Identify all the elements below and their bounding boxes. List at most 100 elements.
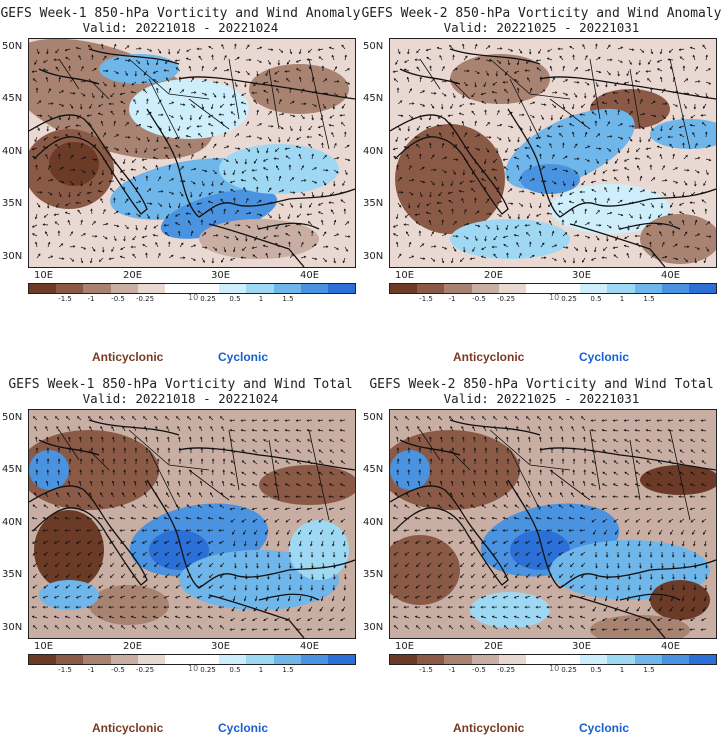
colorbar-swatch xyxy=(580,655,608,664)
lat-label: 40N xyxy=(363,517,384,528)
colorbar-tick: 0.25 xyxy=(561,295,577,303)
colorbar-swatch xyxy=(273,284,301,293)
wind-vectors xyxy=(31,416,347,631)
colorbar xyxy=(389,283,717,294)
colorbar-swatch xyxy=(525,655,554,664)
lat-label: 30N xyxy=(363,622,384,633)
colorbar-swatch xyxy=(56,655,84,664)
colorbar-swatch xyxy=(192,655,220,664)
colorbar-tick: -0.25 xyxy=(135,295,155,303)
colorbar-swatch xyxy=(471,284,499,293)
legend-anticyclonic: Anticyclonic xyxy=(453,721,525,735)
lon-label: 30E xyxy=(572,270,592,281)
colorbar-swatch xyxy=(553,284,581,293)
colorbar-tick: -0.25 xyxy=(496,295,516,303)
legend-anticyclonic: Anticyclonic xyxy=(92,350,164,364)
colorbar-tick: 1.5 xyxy=(643,666,655,674)
panel-week2-anomaly: GEFS Week-2 850-hPa Vorticity and Wind A… xyxy=(361,0,722,371)
colorbar-swatch xyxy=(246,655,274,664)
lon-label: 20E xyxy=(484,641,504,652)
colorbar-swatch xyxy=(688,284,717,293)
lon-label: 40E xyxy=(661,641,681,652)
colorbar-swatch xyxy=(688,655,717,664)
colorbar-unit: 10 xyxy=(188,664,199,673)
legend-cyclonic: Cyclonic xyxy=(218,721,269,735)
legend-anticyclonic: Anticyclonic xyxy=(92,721,164,735)
colorbar-tick: -1.5 xyxy=(58,295,72,303)
colorbar-swatch xyxy=(110,284,138,293)
lat-label: 35N xyxy=(2,569,23,580)
colorbar-swatch xyxy=(634,284,662,293)
colorbar-swatch xyxy=(661,284,689,293)
lat-label: 45N xyxy=(2,93,23,104)
colorbar-swatch xyxy=(498,284,526,293)
lat-label: 45N xyxy=(363,464,384,475)
wind-vectors xyxy=(392,416,708,631)
colorbar-swatch xyxy=(137,655,165,664)
colorbar-tick: -0.25 xyxy=(496,666,516,674)
colorbar xyxy=(28,654,356,665)
lat-label: 40N xyxy=(2,146,23,157)
colorbar-tick: 1 xyxy=(258,666,264,674)
colorbar-tick: 1 xyxy=(619,666,625,674)
lat-label: 30N xyxy=(2,622,23,633)
lat-label: 45N xyxy=(2,464,23,475)
colorbar-swatch xyxy=(327,655,356,664)
colorbar-unit: 10 xyxy=(549,664,560,673)
panel-valid-dates: Valid: 20221025 - 20221031 xyxy=(443,20,640,35)
colorbar-tick: -1 xyxy=(448,295,456,303)
colorbar-unit: 10 xyxy=(549,293,560,302)
lat-label: 35N xyxy=(363,569,384,580)
colorbar-swatch xyxy=(56,284,84,293)
colorbar-swatch xyxy=(219,284,247,293)
colorbar-swatch xyxy=(444,284,472,293)
lon-label: 10E xyxy=(34,270,54,281)
lon-label: 20E xyxy=(484,270,504,281)
colorbar-tick: 0.5 xyxy=(590,295,602,303)
colorbar-tick: -0.5 xyxy=(472,666,486,674)
colorbar-swatch xyxy=(300,655,328,664)
colorbar-swatch xyxy=(29,655,57,664)
colorbar-swatch xyxy=(417,284,445,293)
lat-label: 30N xyxy=(2,251,23,262)
colorbar-tick: -1 xyxy=(448,666,456,674)
lat-label: 40N xyxy=(2,517,23,528)
wind-vectors xyxy=(392,43,712,264)
colorbar-swatch xyxy=(417,655,445,664)
colorbar-tick: 0.5 xyxy=(229,666,241,674)
colorbar-tick: 0.25 xyxy=(200,666,216,674)
lat-label: 50N xyxy=(2,41,23,52)
colorbar-swatch xyxy=(273,655,301,664)
lon-label: 40E xyxy=(661,270,681,281)
lat-label: 50N xyxy=(363,41,384,52)
lon-label: 40E xyxy=(300,641,320,652)
colorbar-tick: 1.5 xyxy=(282,666,294,674)
colorbar-swatch xyxy=(164,655,193,664)
colorbar xyxy=(389,654,717,665)
colorbar-swatch xyxy=(390,655,418,664)
lat-label: 40N xyxy=(363,146,384,157)
vorticity-map xyxy=(28,409,356,639)
colorbar-tick: 0.5 xyxy=(229,295,241,303)
panel-week1-total: GEFS Week-1 850-hPa Vorticity and Wind T… xyxy=(0,371,361,742)
colorbar-tick: -0.25 xyxy=(135,666,155,674)
colorbar-tick: -1 xyxy=(87,666,95,674)
lat-label: 50N xyxy=(2,412,23,423)
colorbar xyxy=(28,283,356,294)
lat-label: 45N xyxy=(363,93,384,104)
colorbar-swatch xyxy=(300,284,328,293)
colorbar-swatch xyxy=(83,655,111,664)
colorbar-swatch xyxy=(444,655,472,664)
panel-title: GEFS Week-2 850-hPa Vorticity and Wind A… xyxy=(361,6,722,21)
colorbar-swatch xyxy=(553,655,581,664)
colorbar-tick: 1 xyxy=(619,295,625,303)
colorbar-swatch xyxy=(219,655,247,664)
legend-cyclonic: Cyclonic xyxy=(579,721,630,735)
panel-week2-total: GEFS Week-2 850-hPa Vorticity and Wind T… xyxy=(361,371,722,742)
colorbar-swatch xyxy=(390,284,418,293)
colorbar-swatch xyxy=(29,284,57,293)
lon-label: 30E xyxy=(211,641,231,652)
lat-label: 35N xyxy=(363,198,384,209)
colorbar-swatch xyxy=(471,655,499,664)
colorbar-tick: -0.5 xyxy=(111,295,125,303)
